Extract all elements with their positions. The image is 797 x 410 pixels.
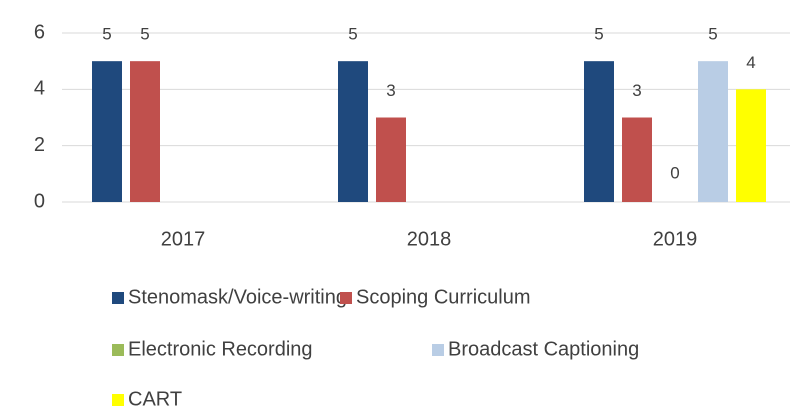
bar [622,117,652,202]
y-tick-label: 0 [34,190,45,212]
bar [584,61,614,202]
bar [92,61,122,202]
data-label: 5 [708,25,717,44]
y-tick-label: 4 [34,78,45,100]
data-label: 3 [632,81,641,100]
data-label: 5 [594,25,603,44]
legend-label: Broadcast Captioning [448,338,639,360]
legend-swatch [112,292,124,304]
legend-label: Scoping Curriculum [356,286,531,308]
bar [338,61,368,202]
x-tick-label: 2019 [653,228,698,250]
legend-label: CART [128,388,182,410]
x-tick-label: 2017 [161,228,206,250]
x-tick-label: 2018 [407,228,452,250]
legend-swatch [112,394,124,406]
data-label: 5 [102,25,111,44]
data-label: 4 [746,53,755,72]
data-label: 5 [348,25,357,44]
legend-label: Electronic Recording [128,338,313,360]
legend-swatch [340,292,352,304]
data-label: 5 [140,25,149,44]
legend-label: Stenomask/Voice-writing [128,286,347,308]
legend-swatch [432,344,444,356]
y-tick-label: 2 [34,134,45,156]
data-label: 3 [386,81,395,100]
bar [698,61,728,202]
legend-swatch [112,344,124,356]
bar [736,89,766,202]
bar [130,61,160,202]
bar [376,117,406,202]
y-tick-label: 6 [34,21,45,43]
data-label: 0 [670,163,679,182]
